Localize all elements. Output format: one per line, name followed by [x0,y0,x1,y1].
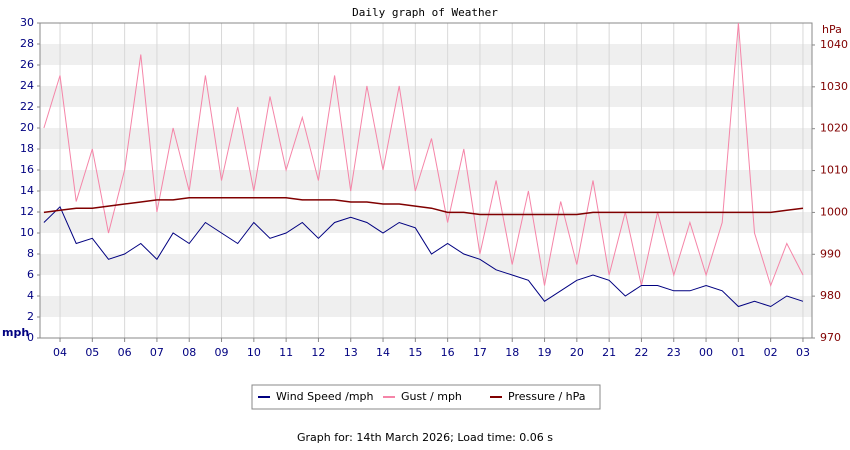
footer: Graph for: 14th March 2026; Load time: 0… [297,431,553,444]
x-tick-label: 15 [408,346,422,359]
y-tick-label: 10 [20,226,34,239]
y2-tick-label: 1030 [820,80,848,93]
x-tick-label: 07 [150,346,164,359]
x-tick-label: 16 [441,346,455,359]
y2-tick-label: 1020 [820,122,848,135]
y-tick-label: 8 [27,247,34,260]
plot-layer: 0246810121416182022242628309709809901000… [20,16,848,359]
legend-box [251,384,601,410]
y2-tick-label: 1040 [820,38,848,51]
x-tick-label: 05 [85,346,99,359]
x-tick-label: 22 [634,346,648,359]
y-tick-label: 0 [27,331,34,344]
grid-band [40,44,812,65]
y-tick-label: 4 [27,289,34,302]
grid-band [40,254,812,275]
x-tick-label: 13 [344,346,358,359]
x-tick-label: 03 [796,346,810,359]
series-line [43,205,804,308]
x-tick-label: 11 [279,346,293,359]
x-tick-label: 06 [118,346,132,359]
y2-tick-label: 980 [820,289,841,302]
y-axis-label: mph [2,326,29,339]
x-tick-label: 02 [764,346,778,359]
grid-band [40,212,812,233]
x-tick-label: 09 [215,346,229,359]
y-tick-label: 16 [20,163,34,176]
series-line [43,197,804,216]
y-tick-label: 6 [27,268,34,281]
y2-tick-label: 990 [820,247,841,260]
x-tick-label: 20 [570,346,584,359]
legend-label: Pressure / hPa [508,390,586,403]
grid-band [40,170,812,191]
x-tick-label: 23 [667,346,681,359]
grid-band [40,128,812,149]
x-tick-label: 00 [699,346,713,359]
y-tick-label: 22 [20,100,34,113]
y-tick-label: 12 [20,205,34,218]
y-tick-label: 26 [20,58,34,71]
legend-label: Wind Speed /mph [276,390,374,403]
x-tick-label: 12 [311,346,325,359]
y-tick-label: 30 [20,16,34,29]
x-tick-label: 19 [538,346,552,359]
x-tick-label: 10 [247,346,261,359]
x-tick-label: 01 [731,346,745,359]
x-tick-label: 04 [53,346,67,359]
y-tick-label: 24 [20,79,34,92]
x-tick-label: 08 [182,346,196,359]
y2-axis-label: hPa [822,23,842,36]
y2-tick-label: 1000 [820,205,848,218]
y-tick-label: 14 [20,184,34,197]
chart-title: Daily graph of Weather [352,6,498,19]
plot-frame [39,22,813,339]
y2-tick-label: 1010 [820,164,848,177]
grid-band [40,86,812,107]
y-tick-label: 20 [20,121,34,134]
x-tick-label: 21 [602,346,616,359]
x-tick-label: 14 [376,346,390,359]
y2-tick-label: 970 [820,331,841,344]
y-tick-label: 28 [20,37,34,50]
legend-label: Gust / mph [401,390,462,403]
y-tick-label: 2 [27,310,34,323]
grid-band [40,296,812,317]
y-tick-label: 18 [20,142,34,155]
x-tick-label: 18 [505,346,519,359]
x-tick-label: 17 [473,346,487,359]
series-line [43,22,804,288]
